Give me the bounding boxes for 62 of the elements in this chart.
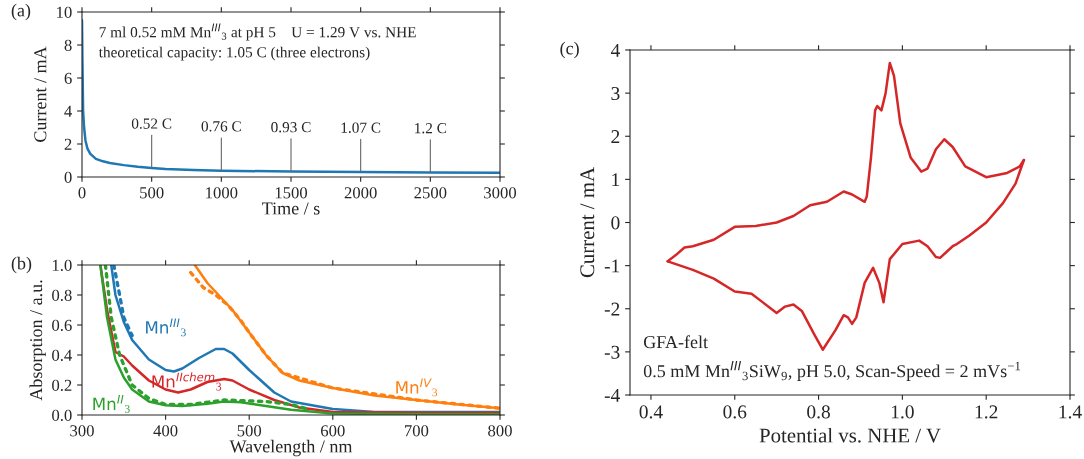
x-tick-label: 0.4 — [639, 405, 663, 419]
x-tick-label: 2000 — [344, 187, 377, 199]
y-axis-title: Absorption / a.u. — [29, 280, 46, 401]
annotation: 0.52 C — [131, 118, 172, 129]
annotation: GFA-felt — [643, 335, 708, 349]
y-axis-title: Current / mA — [580, 167, 595, 278]
x-tick-label: 600 — [321, 425, 345, 437]
y-tick-label: 3 — [611, 87, 620, 101]
y-tick-label: 0.0 — [52, 409, 72, 422]
annotation: 7 ml 0.52 mM Mn$^{III}$$_{3}$ at pH 5 U = 1.29 V vs. NHE — [99, 23, 416, 41]
x-tick-label: 300 — [70, 425, 94, 437]
annotation: 0.5 mM Mn$^{III}$$_{3}$SiW$_{9}$, pH 5.0, Scan-Speed = 2 mVs$^{−1}$ — [643, 360, 1021, 381]
x-tick-label: 0 — [78, 187, 86, 199]
y-axis-title: Current / mA — [34, 46, 47, 142]
series-label: Mn$^{II}$$_{3}$ — [93, 395, 130, 413]
annotation: 1.07 C — [341, 122, 381, 133]
x-tick-label: 0.8 — [807, 405, 830, 419]
y-tick-label: 0.6 — [52, 319, 72, 332]
x-tick-label: 500 — [237, 425, 262, 437]
chart-title: (b) — [11, 256, 32, 274]
y-tick-label: 2 — [611, 130, 620, 143]
x-axis-title: Time / s — [262, 202, 320, 215]
x-tick-label: 1500 — [275, 187, 308, 199]
annotation: theoretical capacity: 1.05 C (three electrons) — [98, 46, 370, 61]
y-tick-label: 8 — [64, 39, 72, 51]
y-tick-label: 2 — [64, 138, 72, 150]
y-tick-label: 0.4 — [52, 349, 73, 362]
x-tick-label: 0.6 — [723, 405, 747, 419]
y-tick-label: 0 — [64, 171, 72, 183]
x-tick-label: 400 — [153, 425, 178, 437]
y-tick-label: 1 — [612, 173, 620, 187]
annotation: 1.2 C — [415, 123, 447, 134]
y-tick-label: 4 — [64, 105, 73, 117]
x-axis-title: Wavelength / nm — [229, 439, 353, 457]
y-tick-label: 1.0 — [52, 259, 72, 272]
y-tick-label: 4 — [610, 43, 620, 57]
x-tick-label: 500 — [140, 187, 164, 199]
y-tick-label: 0.8 — [52, 289, 72, 302]
y-tick-label: 0.2 — [52, 379, 72, 392]
x-tick-label: 1000 — [206, 187, 238, 199]
annotation: 0.76 C — [201, 121, 241, 132]
x-tick-label: 700 — [405, 425, 429, 437]
series-label: Mn$^{IV}$$_{3}$ — [396, 378, 438, 397]
chart-title: (c) — [560, 41, 579, 59]
y-tick-label: -1 — [604, 259, 620, 273]
y-tick-label: 10 — [57, 6, 72, 18]
x-tick-label: 1.2 — [975, 405, 998, 419]
y-tick-label: -4 — [604, 388, 620, 402]
x-tick-label: 800 — [488, 425, 512, 437]
series-label: Mn$^{III}$$_{3}$ — [146, 318, 186, 337]
x-axis-title: Potential vs. NHE / V — [759, 427, 941, 443]
y-tick-label: 6 — [64, 72, 72, 84]
y-tick-label: -3 — [604, 345, 620, 359]
x-tick-label: 1.4 — [1059, 405, 1082, 419]
y-tick-label: -2 — [604, 302, 620, 316]
x-tick-label: 3000 — [484, 187, 517, 199]
x-tick-label: 1.0 — [891, 405, 914, 419]
y-tick-label: 0 — [611, 216, 620, 230]
annotation: 0.93 C — [271, 122, 311, 133]
x-tick-label: 2500 — [414, 187, 447, 199]
series-label: Mn$^{IIchem}$$_{3}$ — [152, 372, 222, 391]
chart-title: (a) — [11, 3, 31, 21]
